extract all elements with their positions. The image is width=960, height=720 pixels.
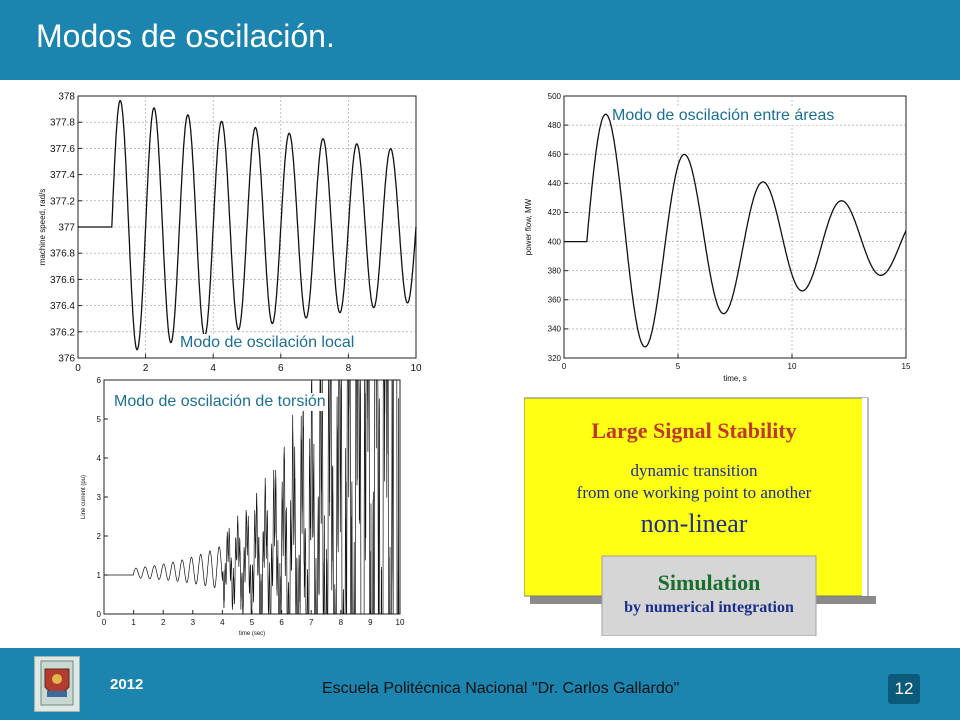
series-line [78, 99, 417, 351]
footer-year: 2012 [110, 676, 144, 693]
y-tick-label: 500 [548, 92, 562, 101]
footer-bar [0, 648, 960, 720]
y-tick-label: 1 [97, 571, 102, 580]
y-tick-label: 340 [548, 325, 562, 334]
simulation-title: Simulation [658, 570, 761, 595]
x-tick-label: 9 [368, 618, 373, 627]
x-tick-label: 0 [562, 362, 567, 371]
slide-line-2: from one working point to another [577, 483, 812, 502]
y-tick-label: 376.6 [50, 275, 75, 286]
simulation-box [601, 555, 817, 636]
x-tick-label: 10 [788, 362, 797, 371]
x-tick-label: 2 [161, 618, 166, 627]
slide-line-1: dynamic transition [630, 461, 758, 480]
x-tick-label: 6 [279, 618, 284, 627]
y-tick-label: 377 [58, 223, 75, 234]
y-tick-label: 400 [548, 237, 562, 246]
caption-local-mode: Modo de oscilación local [180, 334, 355, 352]
page-number-badge [888, 674, 920, 704]
simulation-subtitle: by numerical integration [624, 599, 794, 616]
x-tick-label: 15 [902, 362, 911, 371]
x-tick-label: 4 [220, 618, 225, 627]
chart-torsional-oscillation: 0 1 2 3 4 5 6 7 8 9 10 0 1 2 3 4 5 6 Line current (pu) time… [81, 376, 405, 637]
y-tick-label: 0 [97, 610, 102, 619]
y-tick-label: 376.2 [50, 327, 75, 338]
y-tick-label: 5 [97, 415, 102, 424]
y-tick-label: 3 [97, 493, 102, 502]
y-tick-label: 320 [548, 354, 562, 363]
y-axis-label: machine speed, rad/s [38, 189, 47, 266]
y-tick-label: 376.8 [50, 249, 75, 260]
y-tick-label: 377.6 [50, 144, 75, 155]
y-tick-label: 440 [548, 179, 562, 188]
x-tick-label: 6 [278, 363, 284, 374]
x-tick-label: 4 [210, 363, 216, 374]
large-signal-stability-slide: Large Signal Stability dynamic transitio… [524, 397, 876, 636]
page-title: Modos de oscilación. [36, 18, 335, 54]
page-number: 12 [894, 679, 914, 698]
y-tick-label: 380 [548, 266, 562, 275]
y-tick-label: 376 [58, 354, 75, 365]
y-tick-label: 376.4 [50, 301, 75, 312]
y-tick-label: 420 [548, 208, 562, 217]
y-tick-label: 377.8 [50, 118, 75, 129]
x-tick-label: 8 [346, 363, 352, 374]
x-axis-label: time, s [723, 374, 747, 383]
x-tick-label: 3 [191, 618, 196, 627]
y-tick-label: 377.4 [50, 170, 75, 181]
footer-school-name: Escuela Politécnica Nacional "Dr. Carlos… [322, 680, 680, 697]
x-tick-label: 10 [410, 363, 422, 374]
y-tick-label: 4 [97, 454, 102, 463]
slide-side-strip [862, 398, 876, 596]
slide-title: Large Signal Stability [591, 418, 796, 443]
y-tick-label: 6 [97, 376, 102, 385]
x-tick-label: 5 [250, 618, 255, 627]
title-bar [0, 0, 960, 80]
y-tick-label: 360 [548, 296, 562, 305]
y-tick-label: 460 [548, 150, 562, 159]
x-tick-label: 7 [309, 618, 314, 627]
slide-line-3: non-linear [641, 509, 748, 538]
x-tick-label: 8 [339, 618, 344, 627]
x-tick-label: 2 [143, 363, 149, 374]
x-tick-label: 0 [102, 618, 107, 627]
y-tick-label: 2 [97, 532, 102, 541]
university-crest-icon [34, 656, 80, 712]
chart-local-oscillation: 0 2 4 6 8 10 376 376.2 376.4 376.6 376.8 377 377.2 37… [38, 92, 422, 375]
x-tick-label: 10 [396, 618, 405, 627]
x-tick-label: 5 [676, 362, 681, 371]
y-tick-label: 378 [58, 92, 75, 103]
y-axis-label: power flow, MW [524, 198, 533, 255]
caption-torsional-mode: Modo de oscilación de torsión [114, 393, 326, 411]
series-line [104, 379, 400, 615]
x-tick-label: 0 [75, 363, 81, 374]
x-tick-label: 1 [131, 618, 136, 627]
y-axis-label: Line current (pu) [81, 475, 87, 519]
series-line [564, 113, 907, 348]
x-axis-label: time (sec) [239, 631, 265, 637]
y-tick-label: 480 [548, 121, 562, 130]
y-tick-label: 377.2 [50, 196, 75, 207]
plot-frame [563, 95, 907, 359]
caption-interarea-mode: Modo de oscilación entre áreas [612, 107, 835, 125]
chart-interarea-oscillation: 0 5 10 15 320 340 360 380 400 420 440 460 480 500 powe… [524, 92, 911, 383]
